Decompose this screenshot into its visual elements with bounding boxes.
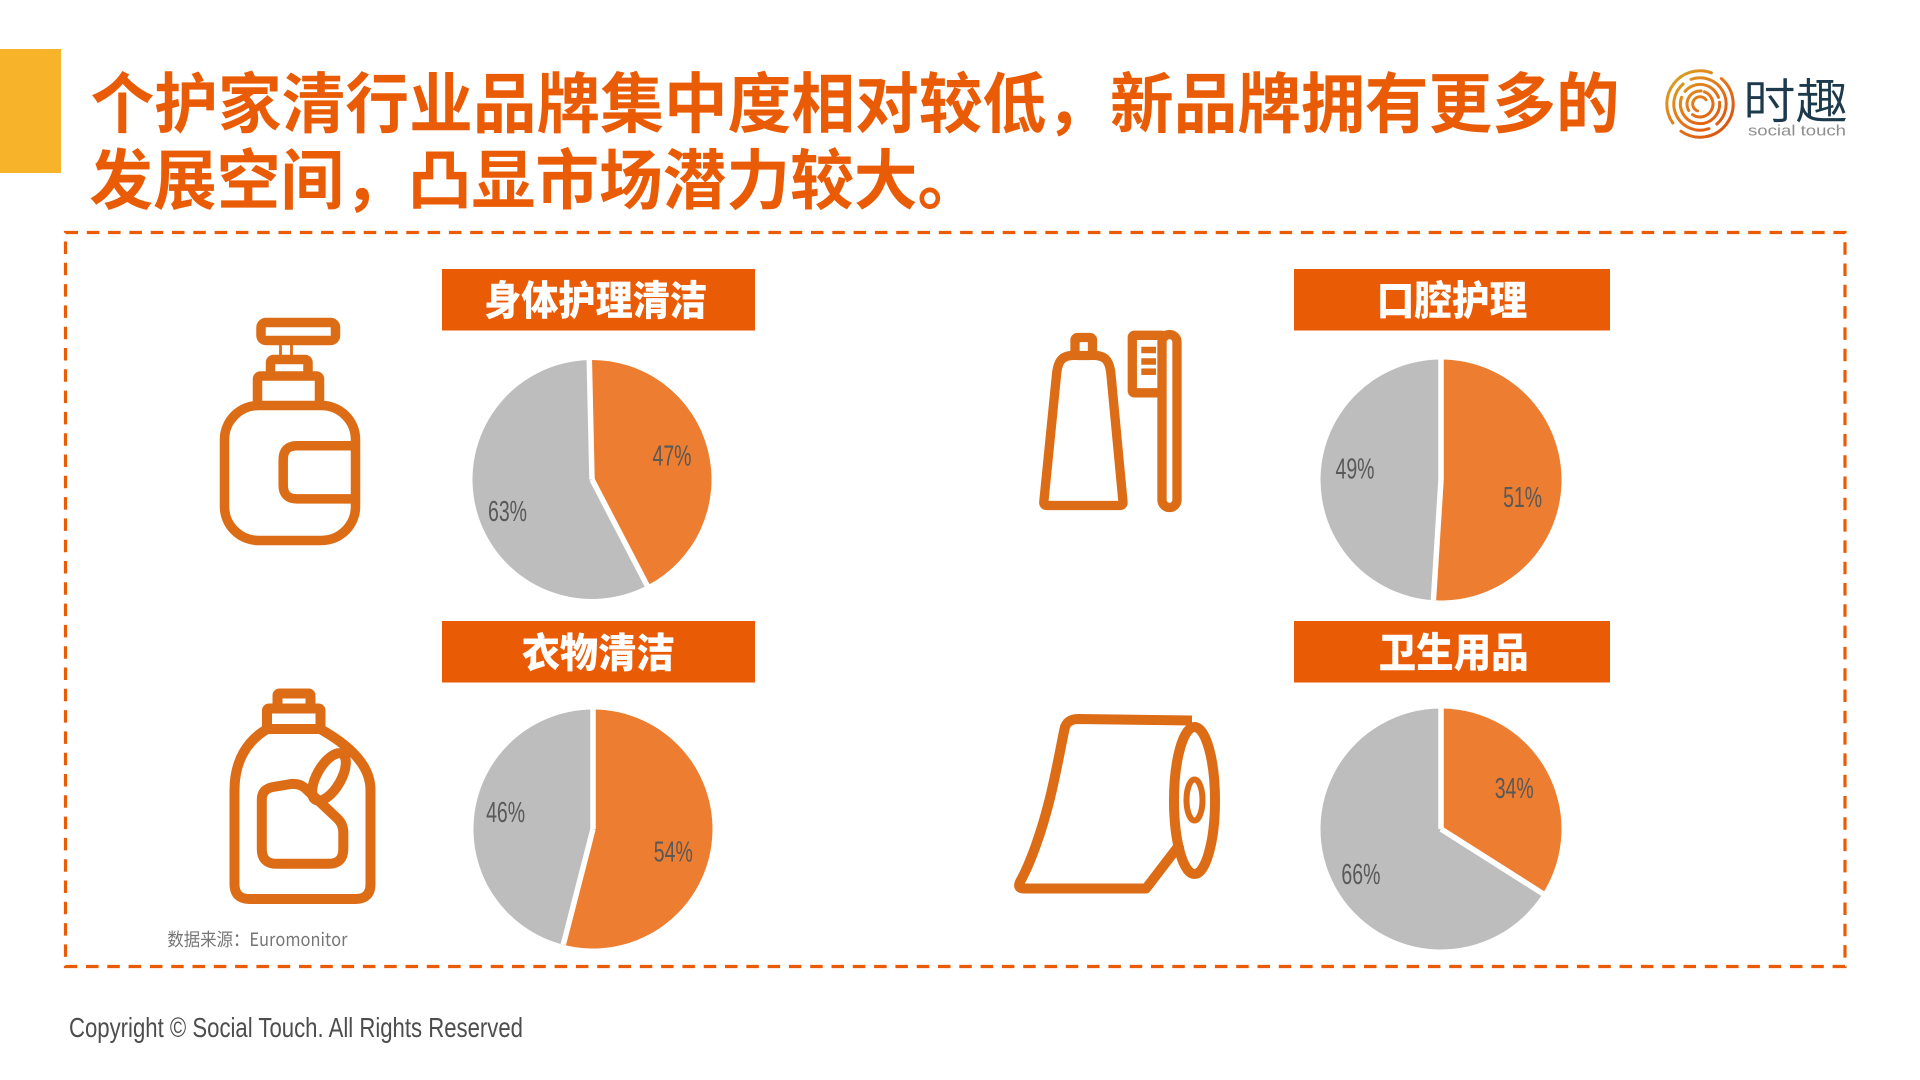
- svg-text:63%: 63%: [488, 496, 527, 528]
- svg-text:34%: 34%: [1495, 773, 1534, 805]
- svg-text:66%: 66%: [1341, 859, 1380, 891]
- svg-text:Copyright © Social Touch. All: Copyright © Social Touch. All Rights Res…: [69, 1012, 523, 1043]
- svg-text:social touch: social touch: [1748, 123, 1846, 140]
- svg-text:54%: 54%: [654, 837, 693, 869]
- svg-text:51%: 51%: [1503, 482, 1542, 514]
- svg-text:47%: 47%: [653, 441, 692, 473]
- svg-text:46%: 46%: [486, 797, 525, 829]
- svg-text:49%: 49%: [1336, 454, 1375, 486]
